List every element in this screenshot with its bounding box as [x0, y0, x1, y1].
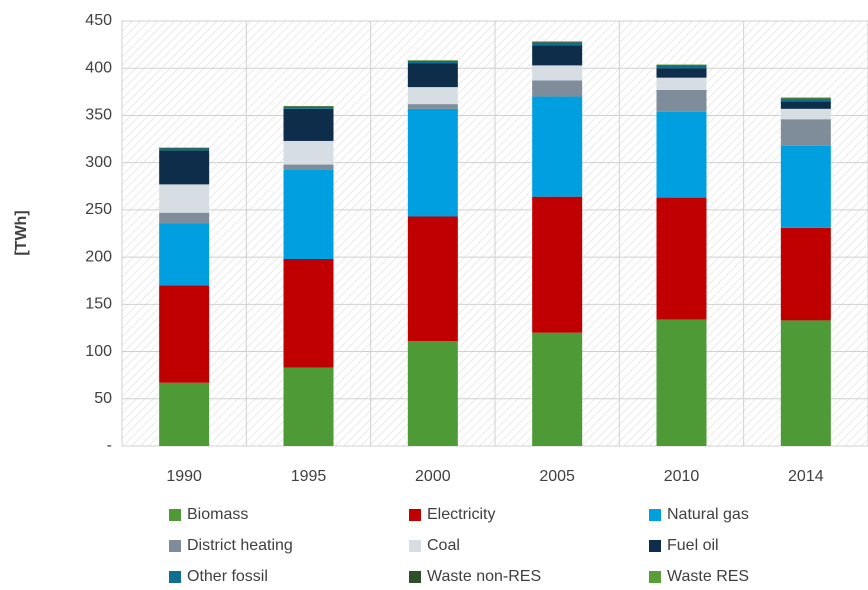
bar-segment — [407, 61, 458, 64]
y-tick-label: 150 — [85, 296, 112, 313]
bar-segment — [780, 98, 831, 100]
bar-segment — [780, 227, 831, 321]
y-tick-label: 450 — [85, 12, 112, 29]
bar-segment — [780, 97, 831, 99]
bar-segment — [159, 212, 210, 224]
legend-label: Electricity — [427, 506, 495, 523]
bar-segment — [532, 80, 583, 97]
x-tick-label: 2014 — [788, 468, 824, 485]
bar-segment — [159, 285, 210, 383]
y-tick-label: 200 — [85, 248, 112, 265]
bar-segment — [532, 196, 583, 333]
y-axis-label: [TWh] — [13, 210, 30, 255]
bar-segment — [780, 145, 831, 228]
bar-segment — [159, 148, 210, 151]
legend-label: Waste RES — [667, 568, 749, 585]
legend-label: Coal — [427, 537, 460, 554]
bar-segment — [159, 382, 210, 446]
x-tick-label: 2010 — [664, 468, 700, 485]
bar-segment — [407, 216, 458, 342]
bar-segment — [283, 140, 334, 165]
legend-label: Fuel oil — [667, 537, 719, 554]
legend-label: Biomass — [187, 506, 248, 523]
y-tick-label: 350 — [85, 107, 112, 124]
y-tick-label: 300 — [85, 154, 112, 171]
x-tick-label: 1990 — [166, 468, 202, 485]
legend-swatch — [169, 571, 181, 583]
legend-swatch — [169, 509, 181, 521]
bar-segment — [407, 108, 458, 217]
bar-segment — [656, 89, 707, 112]
bar-segment — [283, 367, 334, 446]
bar-segment — [532, 41, 583, 43]
bar-segment — [407, 63, 458, 88]
bar-segment — [283, 106, 334, 109]
bar-segment — [407, 341, 458, 446]
bar-segment — [532, 42, 583, 46]
bar-segment — [656, 77, 707, 90]
y-tick-label: 100 — [85, 343, 112, 360]
bar-segment — [780, 101, 831, 109]
legend-swatch — [169, 540, 181, 552]
bar-segment — [283, 259, 334, 368]
bar-segment — [780, 320, 831, 446]
bar-segment — [532, 96, 583, 197]
bar-segment — [780, 99, 831, 102]
x-tick-label: 2005 — [539, 468, 575, 485]
bar-segment — [656, 319, 707, 446]
legend-swatch — [409, 571, 421, 583]
legend-swatch — [409, 540, 421, 552]
legend-label: Other fossil — [187, 568, 268, 585]
bar-segment — [283, 164, 334, 170]
bar-segment — [656, 65, 707, 69]
bar-segment — [656, 197, 707, 320]
bar-segment — [532, 45, 583, 66]
bar-segment — [407, 104, 458, 109]
bar-segment — [407, 87, 458, 105]
bar-segment — [159, 184, 210, 213]
bar-segment — [159, 223, 210, 286]
bar-segment — [656, 68, 707, 78]
legend-swatch — [649, 540, 661, 552]
bar-segment — [780, 119, 831, 146]
legend-label: Natural gas — [667, 506, 749, 523]
bar-segment — [656, 111, 707, 198]
y-tick-label: 50 — [94, 390, 112, 407]
bar-segment — [780, 108, 831, 120]
legend-swatch — [649, 571, 661, 583]
y-tick-label: - — [107, 437, 112, 454]
legend-swatch — [649, 509, 661, 521]
x-tick-label: 1995 — [291, 468, 327, 485]
bar-segment — [283, 169, 334, 259]
y-tick-label: 400 — [85, 59, 112, 76]
bar-segment — [532, 65, 583, 81]
legend-label: Waste non-RES — [427, 568, 541, 585]
bar-segment — [407, 60, 458, 62]
bar-segment — [532, 332, 583, 446]
legend-label: District heating — [187, 537, 293, 554]
bar-segment — [283, 108, 334, 141]
x-tick-label: 2000 — [415, 468, 451, 485]
legend-swatch — [409, 509, 421, 521]
y-tick-label: 250 — [85, 201, 112, 218]
bar-segment — [159, 150, 210, 185]
